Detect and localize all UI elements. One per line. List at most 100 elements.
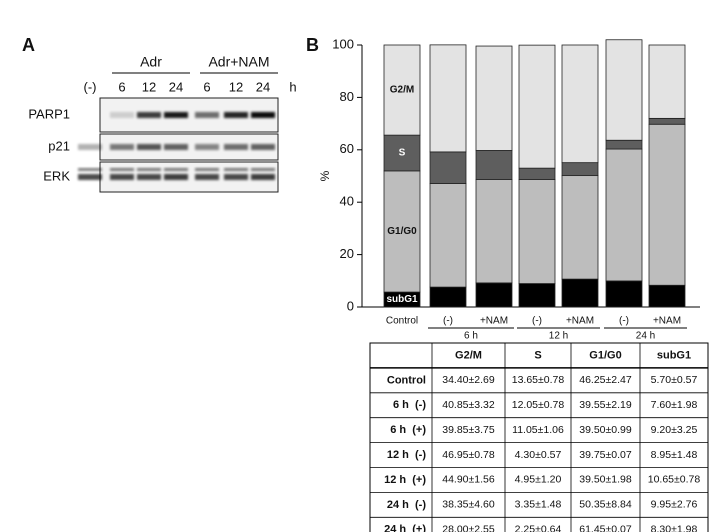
table-row-label: 12 h (+)	[384, 474, 426, 486]
band	[251, 174, 275, 180]
lane-label: 12	[142, 79, 156, 94]
segment-label: G2/M	[390, 85, 414, 96]
band	[110, 168, 134, 171]
band	[195, 168, 219, 171]
lane-label: 24	[256, 79, 270, 94]
x-tick-label: (-)	[443, 316, 453, 327]
table-cell: 40.85±3.32	[442, 399, 495, 411]
band	[137, 174, 161, 180]
y-axis-label: %	[318, 170, 332, 181]
bar-segment	[561, 175, 599, 280]
bar-segment	[383, 170, 421, 293]
bar-segment	[605, 39, 643, 141]
band	[137, 112, 161, 118]
band	[137, 144, 161, 150]
chart: 0 20 40 60 80 100% subG1 G1/G0 S G2/M Control (-) +N…	[318, 36, 700, 342]
y-tick-label: 20	[340, 246, 354, 261]
bar-segment	[518, 44, 556, 169]
bar-segment	[648, 284, 686, 308]
table-cell: 28.00±2.55	[442, 524, 495, 532]
group-label: 24 h	[636, 331, 655, 342]
table-header: subG1	[657, 349, 691, 361]
table-cell: 12.05±0.78	[512, 399, 565, 411]
table-cell: 39.50±1.98	[579, 474, 632, 486]
bar-segment	[518, 179, 556, 284]
bar-segment	[561, 44, 599, 164]
band	[224, 112, 248, 118]
table-row-label: Control	[387, 374, 426, 386]
bar-segment	[475, 282, 513, 308]
bar-segment	[605, 139, 643, 150]
band	[164, 168, 188, 171]
table-cell: 4.95±1.20	[515, 474, 562, 486]
table-cell: 39.85±3.75	[442, 424, 495, 436]
bar-segment	[561, 162, 599, 177]
x-tick-label: +NAM	[566, 316, 594, 327]
table-row-label: 24 h (-)	[387, 499, 426, 511]
segment-label: subG1	[386, 294, 418, 305]
band	[137, 168, 161, 171]
blot-row-label: p21	[48, 138, 70, 153]
table-cell: 46.95±0.78	[442, 449, 495, 461]
band	[251, 168, 275, 171]
lane-label: 24	[169, 79, 183, 94]
table-cell: 5.70±0.57	[651, 374, 698, 386]
table-header: S	[534, 349, 541, 361]
x-tick-label: (-)	[532, 316, 542, 327]
table-cell: 8.95±1.48	[651, 449, 698, 461]
blot-row-label: PARP1	[28, 106, 70, 121]
band	[110, 144, 134, 150]
bar-segment	[648, 44, 686, 119]
table-cell: 34.40±2.69	[442, 374, 495, 386]
table-header: G2/M	[455, 349, 482, 361]
panel-label: B	[306, 35, 319, 55]
bar-segment	[429, 183, 467, 288]
bar-segment	[648, 123, 686, 286]
table: G2/M S G1/G0 subG1 Control 34.40±2.69 13.65±0.…	[369, 342, 709, 532]
y-tick-label: 100	[332, 36, 354, 51]
bar-segment	[475, 45, 513, 151]
table-cell: 13.65±0.78	[512, 374, 565, 386]
y-tick-label: 60	[340, 141, 354, 156]
bar-segment	[475, 179, 513, 284]
table-cell: 8.30±1.98	[651, 524, 698, 532]
group-label: Adr	[140, 54, 162, 70]
lane-label: 6	[118, 79, 125, 94]
x-tick-label: +NAM	[653, 316, 681, 327]
blot-row-label: ERK	[43, 168, 70, 183]
table-cell: 46.25±2.47	[579, 374, 632, 386]
lane-label: 12	[229, 79, 243, 94]
band	[78, 168, 102, 171]
band	[164, 174, 188, 180]
band	[164, 144, 188, 150]
band	[78, 174, 102, 180]
segment-label: S	[399, 148, 406, 159]
y-tick-label: 80	[340, 89, 354, 104]
band	[110, 112, 134, 118]
bar-segment	[475, 150, 513, 180]
band	[195, 144, 219, 150]
bar-segment	[605, 148, 643, 282]
table-cell: 38.35±4.60	[442, 499, 495, 511]
x-tick-label: (-)	[619, 316, 629, 327]
group-label: 12 h	[549, 331, 568, 342]
band	[164, 112, 188, 118]
bar-segment	[429, 151, 467, 184]
table-cell: 3.35±1.48	[515, 499, 562, 511]
table-cell: 39.50±0.99	[579, 424, 632, 436]
unit-label: h	[289, 79, 296, 94]
bar-segment	[561, 278, 599, 308]
segment-label: G1/G0	[387, 226, 417, 237]
band	[251, 112, 275, 118]
table-row-label: 12 h (-)	[387, 449, 426, 461]
table-cell: 7.60±1.98	[651, 399, 698, 411]
x-tick-label: +NAM	[480, 316, 508, 327]
band	[195, 112, 219, 118]
lane-label: 6	[203, 79, 210, 94]
bar-segment	[648, 117, 686, 125]
table-cell: 10.65±0.78	[648, 474, 701, 486]
band	[78, 144, 102, 150]
bar-segment	[429, 44, 467, 153]
table-row-label: 6 h (-)	[393, 399, 426, 411]
